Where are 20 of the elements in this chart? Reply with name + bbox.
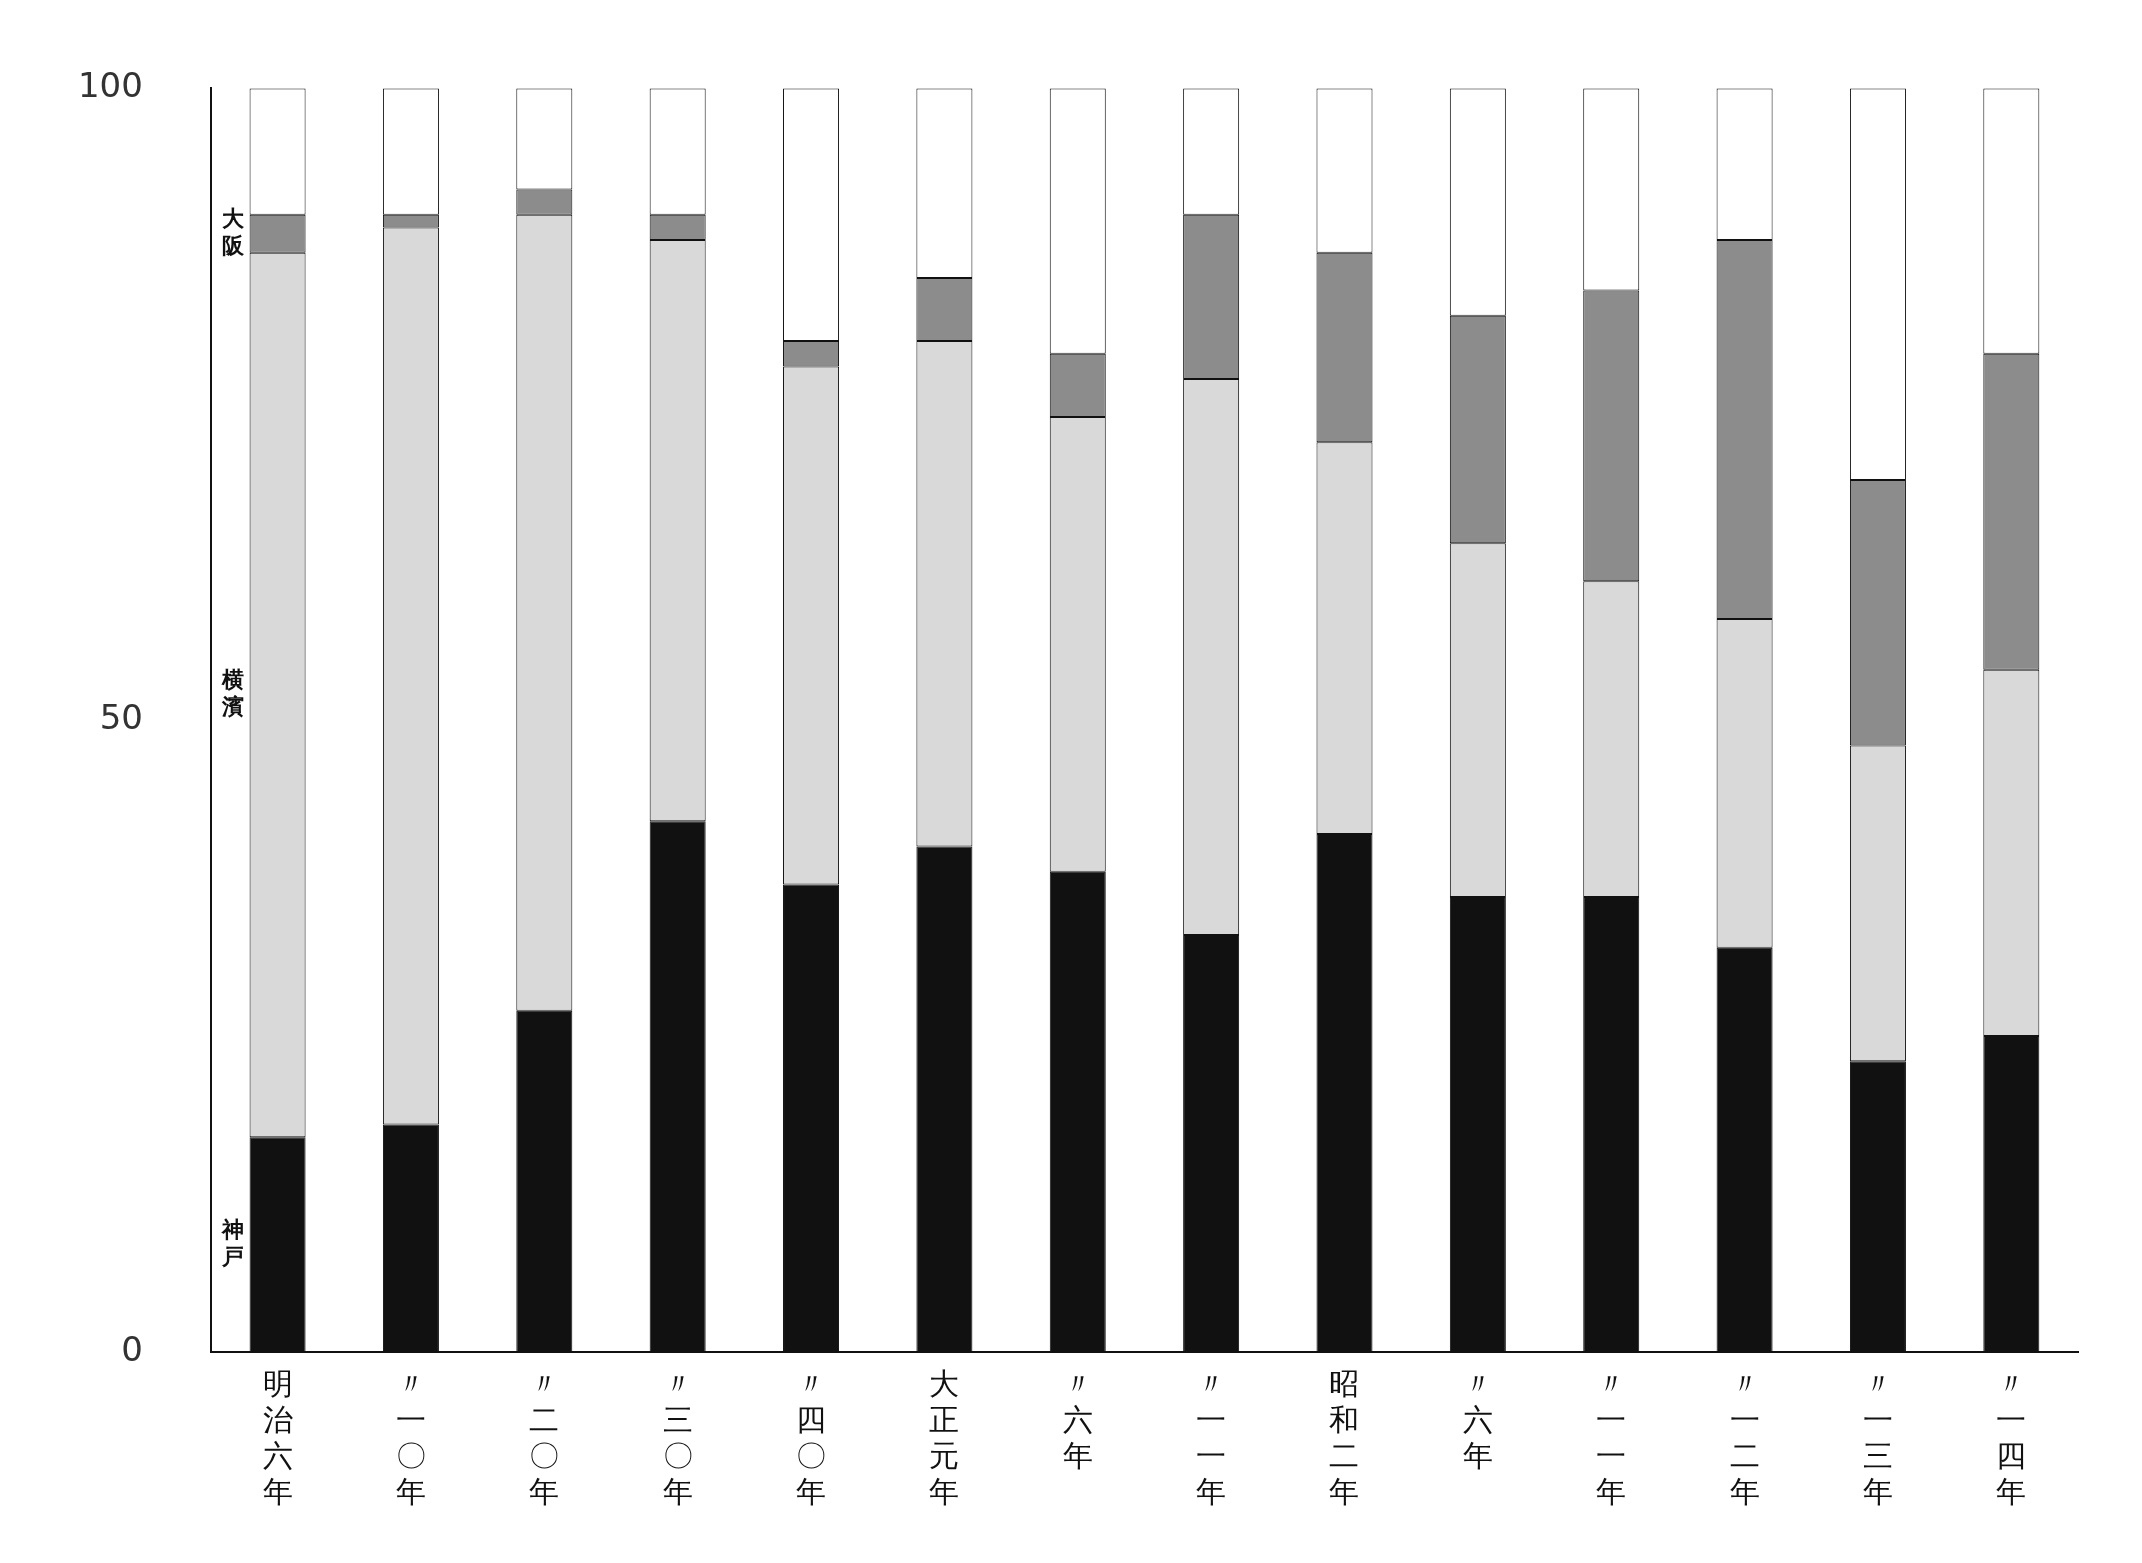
x-tick-label: 〃一二年	[1729, 1365, 1760, 1509]
y-tick-label: 0	[121, 1328, 143, 1369]
x-tick-label: 明治六年	[262, 1365, 293, 1509]
series-label: 大阪	[221, 205, 245, 258]
series-label: 神戸	[220, 1216, 244, 1269]
x-tick-label: 〃三〇年	[662, 1365, 693, 1509]
y-tick-label: 100	[77, 65, 143, 106]
x-tick-label: 〃四〇年	[796, 1365, 827, 1509]
x-tick-label: 〃六年	[1462, 1365, 1493, 1473]
x-tick-label: 〃一一年	[1196, 1365, 1227, 1509]
x-tick-label: 大正元年	[929, 1365, 960, 1509]
x-tick-label: 〃一三年	[1862, 1365, 1893, 1509]
x-tick-label: 〃二〇年	[529, 1365, 560, 1509]
x-tick-label: 〃一四年	[1996, 1365, 2027, 1509]
x-tick-label: 〃一一年	[1596, 1365, 1627, 1509]
y-tick-label: 50	[99, 697, 143, 738]
series-label: 横濱	[220, 667, 244, 720]
x-tick-label: 昭和二年	[1329, 1365, 1360, 1509]
x-tick-label: 〃六年	[1062, 1365, 1093, 1473]
x-tick-label: 〃一〇年	[395, 1365, 426, 1509]
